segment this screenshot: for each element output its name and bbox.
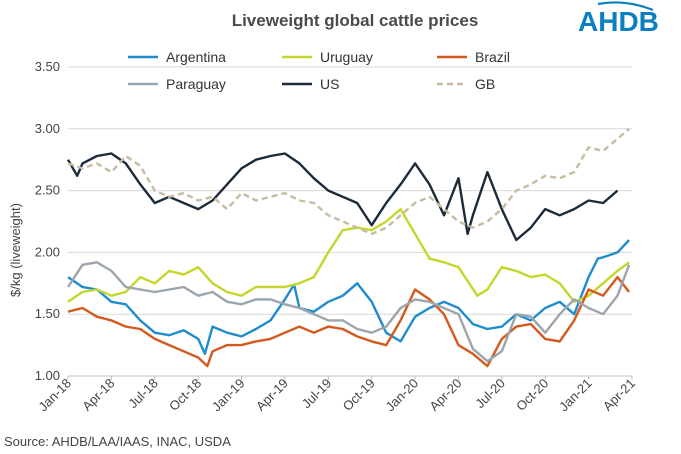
legend-label-us: US bbox=[320, 76, 339, 92]
x-tick-label: Jul-18 bbox=[125, 376, 161, 412]
ahdb-logo: AHDB bbox=[578, 1, 659, 37]
series-line-us bbox=[66, 152, 619, 242]
series-line-argentina bbox=[67, 239, 630, 355]
y-tick-label: 3.50 bbox=[35, 59, 60, 74]
legend-label-paraguay: Paraguay bbox=[166, 76, 226, 92]
y-axis-label: $/kg (liveweight) bbox=[8, 203, 23, 297]
x-tick-label: Jul-19 bbox=[299, 376, 335, 412]
legend-label-brazil: Brazil bbox=[475, 49, 510, 65]
y-tick-label: 1.50 bbox=[35, 306, 60, 321]
series-lines bbox=[66, 127, 631, 368]
legend-label-argentina: Argentina bbox=[166, 49, 226, 65]
y-tick-label: 2.50 bbox=[35, 183, 60, 198]
x-tick-label: Jan-19 bbox=[209, 376, 248, 415]
source-note: Source: AHDB/LAA/IAAS, INAC, USDA bbox=[4, 434, 231, 449]
x-tick-label: Apr-19 bbox=[253, 376, 291, 414]
y-tick-label: 3.00 bbox=[35, 121, 60, 136]
x-tick-label: Oct-18 bbox=[166, 376, 204, 414]
x-tick-label: Oct-20 bbox=[513, 376, 551, 414]
chart-grid bbox=[68, 66, 632, 315]
chart-title: Liveweight global cattle prices bbox=[232, 11, 479, 30]
legend-label-gb: GB bbox=[475, 76, 495, 92]
legend: Argentina Uruguay Brazil Paraguay US GB bbox=[128, 49, 510, 92]
x-tick-label: Jan-21 bbox=[556, 376, 595, 415]
logo-arc bbox=[597, 1, 654, 12]
series-line-brazil bbox=[67, 275, 631, 368]
legend-label-uruguay: Uruguay bbox=[320, 49, 373, 65]
x-tick-label: Oct-19 bbox=[340, 376, 378, 414]
x-tick-label: Apr-18 bbox=[79, 376, 117, 414]
y-axis-ticks: 1.00 1.50 2.00 2.50 3.00 3.50 bbox=[35, 59, 60, 383]
y-tick-label: 1.00 bbox=[35, 368, 60, 383]
series-line-paraguay bbox=[66, 261, 631, 363]
series-line-gb bbox=[67, 127, 630, 236]
x-tick-label: Jul-20 bbox=[472, 376, 508, 412]
logo-text: AHDB bbox=[578, 6, 659, 37]
x-axis-ticks: Jan-18 Apr-18 Jul-18 Oct-18 Jan-19 Apr-19 Jul-… bbox=[35, 376, 638, 415]
y-tick-label: 2.00 bbox=[35, 244, 60, 259]
x-tick-label: Apr-21 bbox=[600, 376, 638, 414]
series-line-uruguay bbox=[67, 207, 630, 303]
x-tick-label: Apr-20 bbox=[426, 376, 464, 414]
x-tick-label: Jan-20 bbox=[382, 376, 421, 415]
